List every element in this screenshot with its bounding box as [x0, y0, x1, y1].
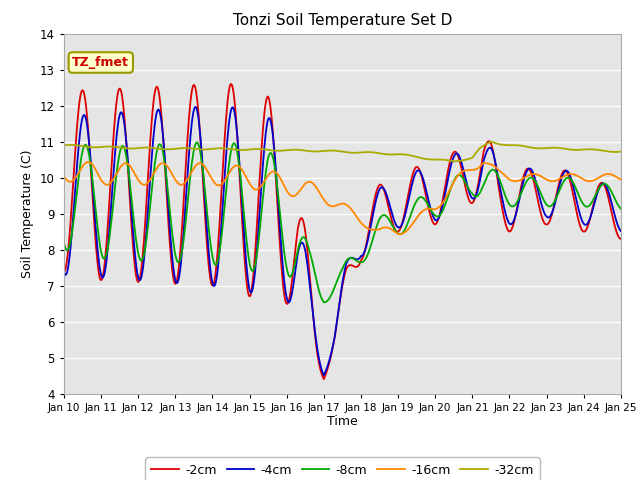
- -32cm: [60, 142, 68, 148]
- -8cm: [401, 226, 409, 232]
- -2cm: [320, 376, 328, 382]
- -16cm: [396, 231, 403, 237]
- -16cm: [84, 159, 92, 165]
- -4cm: [125, 177, 133, 183]
- -2cm: [256, 170, 264, 176]
- -2cm: [401, 207, 409, 213]
- -4cm: [228, 104, 236, 110]
- -32cm: [125, 145, 133, 151]
- Line: -32cm: -32cm: [64, 142, 621, 161]
- Y-axis label: Soil Temperature (C): Soil Temperature (C): [21, 149, 35, 278]
- -8cm: [228, 143, 236, 148]
- Line: -4cm: -4cm: [64, 107, 621, 375]
- -32cm: [617, 149, 625, 155]
- -32cm: [487, 139, 495, 144]
- -8cm: [320, 300, 328, 305]
- -4cm: [433, 217, 440, 223]
- -16cm: [126, 163, 134, 169]
- -4cm: [191, 104, 199, 110]
- -16cm: [433, 206, 440, 212]
- -2cm: [60, 268, 68, 274]
- -32cm: [431, 156, 439, 162]
- -2cm: [228, 84, 236, 89]
- -16cm: [228, 165, 236, 171]
- Line: -8cm: -8cm: [64, 143, 621, 302]
- -4cm: [617, 228, 625, 234]
- -4cm: [277, 241, 285, 247]
- -2cm: [433, 220, 440, 226]
- -16cm: [256, 184, 264, 190]
- Line: -2cm: -2cm: [64, 84, 621, 379]
- -8cm: [193, 140, 201, 145]
- -32cm: [450, 158, 458, 164]
- -8cm: [125, 176, 133, 181]
- -32cm: [228, 146, 236, 152]
- -16cm: [401, 229, 409, 235]
- Text: TZ_fmet: TZ_fmet: [72, 56, 129, 69]
- -8cm: [277, 221, 285, 227]
- -8cm: [617, 206, 625, 212]
- Title: Tonzi Soil Temperature Set D: Tonzi Soil Temperature Set D: [233, 13, 452, 28]
- Line: -16cm: -16cm: [64, 162, 621, 234]
- -32cm: [276, 148, 284, 154]
- -16cm: [277, 177, 285, 182]
- X-axis label: Time: Time: [327, 415, 358, 429]
- -2cm: [277, 259, 285, 264]
- -32cm: [255, 146, 263, 152]
- -8cm: [433, 213, 440, 219]
- -32cm: [400, 152, 408, 157]
- -8cm: [60, 240, 68, 246]
- -4cm: [320, 372, 328, 378]
- -4cm: [60, 269, 68, 275]
- -8cm: [256, 224, 264, 230]
- -16cm: [617, 177, 625, 182]
- -4cm: [256, 204, 264, 209]
- -16cm: [60, 173, 68, 179]
- -2cm: [125, 188, 133, 194]
- Legend: -2cm, -4cm, -8cm, -16cm, -32cm: -2cm, -4cm, -8cm, -16cm, -32cm: [145, 457, 540, 480]
- -2cm: [617, 236, 625, 241]
- -4cm: [401, 212, 409, 217]
- -2cm: [227, 81, 235, 87]
